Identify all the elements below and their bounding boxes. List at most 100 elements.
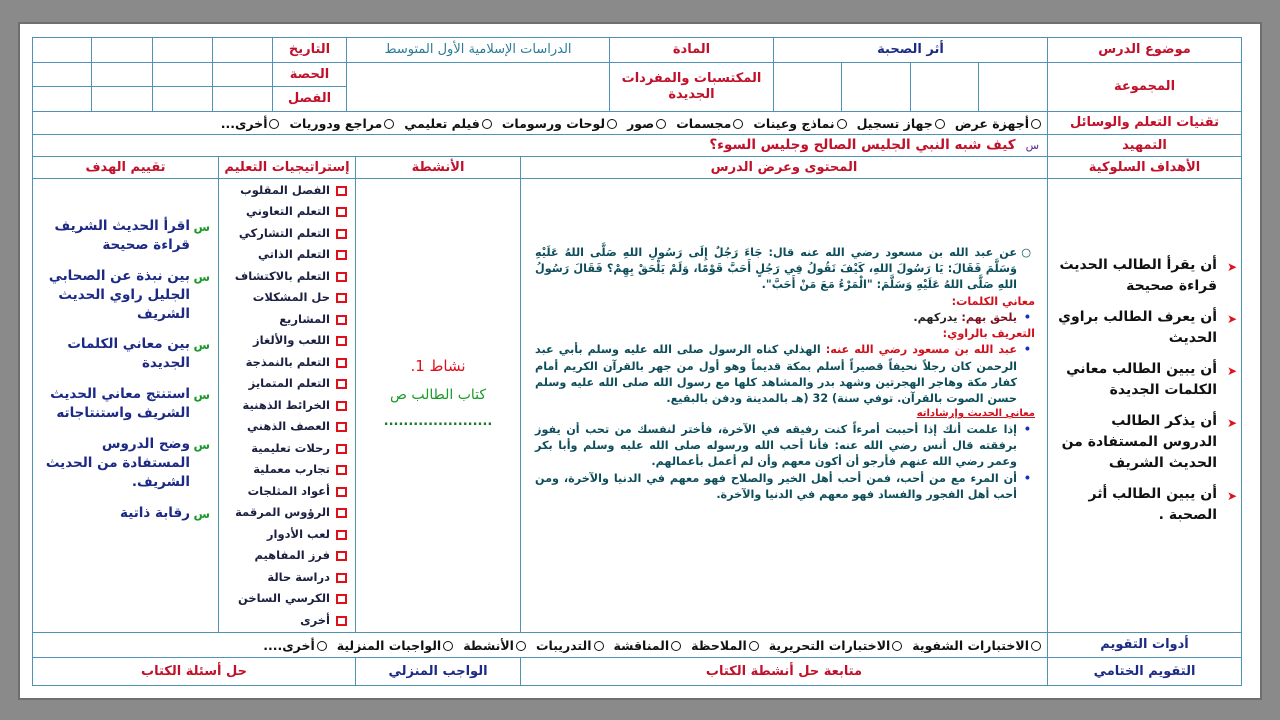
strategy-item[interactable]: رحلات تعليمية — [219, 438, 355, 460]
evaluation-item: س وضح الدروس المستفادة من الحديث الشريف. — [45, 436, 210, 490]
strategy-item[interactable]: التعلم المتمايز — [219, 374, 355, 396]
follow-activities: متابعة حل أنشطة الكتاب — [520, 657, 1048, 686]
aids-option[interactable]: مجسمات — [676, 116, 744, 131]
strategy-item[interactable]: الخرائط الذهنية — [219, 395, 355, 417]
activities-header: الأنشطة — [355, 156, 521, 179]
strategy-label: دراسة حالة — [267, 569, 330, 584]
arrow-icon: ➤ — [1226, 312, 1237, 326]
tools-option[interactable]: الواجبات المنزلية — [337, 638, 454, 653]
lesson-title: أثر الصحبة — [773, 37, 1048, 63]
intro-cell: س كيف شبه النبي الجليس الصالح وجليس السو… — [32, 134, 1048, 157]
strategy-label: العصف الذهني — [247, 419, 330, 434]
aids-label: تقنيات التعلم والوسائل — [1047, 111, 1242, 135]
strategy-item[interactable]: الفصل المقلوب — [219, 180, 355, 202]
period-label: الحصة — [272, 62, 347, 87]
evaluation-item: س بين نبذة عن الصحابي الجليل راوي الحديث … — [48, 267, 210, 322]
strategy-label: لعب الأدوار — [266, 526, 330, 541]
final-eval-label: التقويم الختامي — [1047, 657, 1242, 686]
checkbox-icon[interactable] — [336, 508, 347, 519]
tools-option[interactable]: أخرى.... — [263, 638, 327, 653]
strategy-item[interactable]: المشاريع — [219, 309, 355, 331]
strategies-header: إستراتيجيات التعليم — [218, 156, 356, 179]
checkbox-icon[interactable] — [336, 422, 347, 433]
evaluation-item: س اقرأ الحديث الشريف قراءة صحيحة — [54, 218, 210, 253]
checkbox-icon[interactable] — [336, 228, 347, 239]
checkbox-icon[interactable] — [336, 594, 347, 605]
strategy-item[interactable]: اللعب والألغاز — [219, 331, 355, 353]
tools-option[interactable]: الاختبارات الشفوية — [912, 638, 1041, 653]
strategy-item[interactable]: الكرسي الساخن — [219, 589, 355, 611]
checkbox-icon[interactable] — [336, 379, 347, 390]
checkbox-icon[interactable] — [336, 314, 347, 325]
checkbox-icon[interactable] — [336, 250, 347, 261]
strategy-label: أعواد المثلجات — [247, 483, 330, 498]
tools-option[interactable]: المناقشة — [614, 638, 682, 653]
strategy-item[interactable]: فرز المفاهيم — [219, 546, 355, 568]
tools-option[interactable]: الملاحظة — [691, 638, 759, 653]
checkbox-icon[interactable] — [336, 529, 347, 540]
aids-option[interactable]: جهاز تسجيل — [857, 116, 945, 131]
checkbox-icon[interactable] — [336, 486, 347, 497]
new-vocab-label: المكتسبات والمفردات الجديدة — [609, 62, 774, 112]
checkbox-icon[interactable] — [336, 572, 347, 583]
aids-option[interactable]: نماذج وعينات — [753, 116, 847, 131]
narrator-heading: التعريف بالراوي: — [942, 327, 1035, 341]
checkbox-icon[interactable] — [336, 207, 347, 218]
evaluation-item: س رقابة ذاتية — [120, 504, 210, 521]
aids-option[interactable]: مراجع ودوريات — [289, 116, 395, 131]
strategy-label: الفصل المقلوب — [240, 182, 330, 197]
checkbox-icon[interactable] — [336, 185, 347, 196]
period-cell — [32, 62, 92, 87]
tools-label: أدوات التقويم — [1047, 632, 1242, 658]
checkbox-icon[interactable] — [336, 400, 347, 411]
group-cell — [910, 62, 979, 112]
activity-book-page: كتاب الطالب ص — [389, 387, 487, 403]
lesson-topic-label: موضوع الدرس — [1047, 37, 1242, 63]
objective-item: ➤ أن يبين الطالب أثر الصحبة . — [1088, 486, 1237, 523]
checkbox-icon[interactable] — [336, 465, 347, 476]
class-cell — [212, 86, 273, 112]
objective-item: ➤ أن يعرف الطالب براوي الحديث — [1058, 309, 1237, 346]
intro-question: كيف شبه النبي الجليس الصالح وجليس السوء؟ — [709, 137, 1016, 154]
evaluation-header: تقييم الهدف — [32, 156, 219, 179]
checkbox-icon[interactable] — [336, 443, 347, 454]
aids-option[interactable]: أجهزة عرض — [955, 116, 1041, 131]
objective-item: ➤ أن يقرأ الطالب الحديث قراءة صحيحة — [1059, 257, 1237, 294]
strategy-item[interactable]: أعواد المثلجات — [219, 481, 355, 503]
checkbox-icon[interactable] — [336, 293, 347, 304]
strategy-item[interactable]: العصف الذهني — [219, 417, 355, 439]
aids-option[interactable]: لوحات ورسومات — [502, 116, 618, 131]
strategy-item[interactable]: حل المشكلات — [219, 288, 355, 310]
strategy-item[interactable]: التعلم بالنمذجة — [219, 352, 355, 374]
strategy-item[interactable]: الرؤوس المرقمة — [219, 503, 355, 525]
strategy-item[interactable]: التعلم التعاوني — [219, 202, 355, 224]
strategy-label: حل المشكلات — [252, 290, 330, 305]
tools-option[interactable]: التدريبات — [536, 638, 604, 653]
evaluation-cell: س اقرأ الحديث الشريف قراءة صحيحة س بين نبذ… — [32, 178, 219, 633]
checkbox-icon[interactable] — [336, 551, 347, 562]
aids-option[interactable]: فيلم تعليمي — [404, 116, 492, 131]
group-cell — [978, 62, 1048, 112]
aids-option[interactable]: صور — [627, 116, 667, 131]
tools-option[interactable]: الاختبارات التحريرية — [769, 638, 903, 653]
objectives-cell: ➤ أن يقرأ الطالب الحديث قراءة صحيحة ➤ أن ي… — [1047, 178, 1242, 633]
activity-title: نشاط 1. — [410, 357, 466, 375]
strategy-item[interactable]: التعلم الذاتي — [219, 245, 355, 267]
strategy-label: اللعب والألغاز — [252, 333, 330, 348]
words-heading: معاني الكلمات: — [951, 294, 1035, 308]
strategy-item[interactable]: تجارب معملية — [219, 460, 355, 482]
tools-option[interactable]: الأنشطة — [463, 638, 526, 653]
strategy-item[interactable]: أخرى — [219, 610, 355, 632]
meanings-heading: معاني الحديث وإرشاداته — [916, 408, 1035, 420]
checkbox-icon[interactable] — [336, 336, 347, 347]
subject-value: الدراسات الإسلامية الأول المتوسط — [346, 37, 610, 63]
strategy-item[interactable]: التعلم التشاركي — [219, 223, 355, 245]
checkbox-icon[interactable] — [336, 271, 347, 282]
aids-option[interactable]: أخرى... — [221, 116, 280, 131]
strategy-item[interactable]: لعب الأدوار — [219, 524, 355, 546]
checkbox-icon[interactable] — [336, 615, 347, 626]
strategy-item[interactable]: التعلم بالاكتشاف — [219, 266, 355, 288]
strategy-item[interactable]: دراسة حالة — [219, 567, 355, 589]
strategy-label: رحلات تعليمية — [251, 440, 330, 455]
checkbox-icon[interactable] — [336, 357, 347, 368]
